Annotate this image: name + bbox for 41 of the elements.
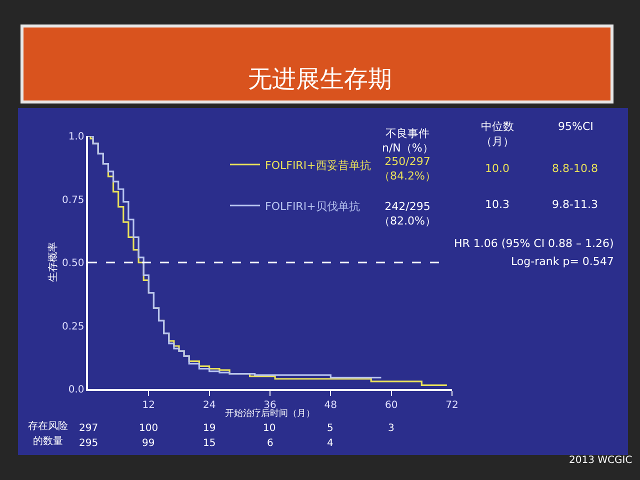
annotation: 不良事件 n/N（%） — [382, 127, 434, 154]
x-tick-label: 72 — [446, 400, 458, 411]
legend-label: FOLFIRI+西妥昔单抗 — [265, 158, 371, 172]
x-tick-label: 12 — [142, 400, 156, 411]
text: 19 — [203, 423, 216, 434]
text: 中位数 — [481, 120, 514, 133]
text: （月） — [481, 135, 514, 148]
text: 8.8-10.8 — [552, 162, 598, 175]
x-tick-label: 48 — [324, 400, 338, 411]
y-tick-label: 0.50 — [62, 258, 84, 269]
text: HR 1.06 (95% CI 0.88 – 1.26) — [454, 237, 614, 250]
text: 10.0 — [485, 162, 510, 175]
legend-label: FOLFIRI+贝伐单抗 — [265, 200, 360, 213]
text: 的数量 — [33, 436, 63, 447]
text: 10.3 — [485, 198, 510, 211]
y-tick-label: 0.75 — [62, 194, 84, 206]
x-tick-label: 24 — [202, 400, 216, 411]
text: 9.8-11.3 — [552, 198, 598, 211]
text: 2013 WCGIC — [569, 455, 632, 466]
chart-title: 无进展生存期 — [248, 65, 392, 93]
text: 3 — [388, 423, 394, 434]
text: 100 — [139, 423, 158, 434]
x-axis-title: 开始治疗后时间（月） — [225, 408, 315, 419]
text: 15 — [203, 438, 216, 449]
y-tick-label: 1.0 — [68, 132, 84, 142]
x-tick-label: 60 — [384, 400, 398, 411]
text: 99 — [142, 438, 155, 449]
text: 4 — [327, 438, 334, 449]
text: 5 — [327, 423, 334, 434]
text: 295 — [79, 438, 98, 449]
y-tick-label: 0.0 — [68, 384, 84, 396]
text: 6 — [267, 438, 274, 449]
y-axis-title: 生存概率 — [47, 242, 59, 282]
text: Log-rank p= 0.547 — [511, 255, 614, 268]
text: 297 — [79, 423, 98, 434]
text: 存在风险 — [28, 420, 68, 432]
annotation: 242/295 （82.0%） — [379, 200, 436, 228]
y-tick-label: 0.25 — [62, 321, 84, 332]
text: 95%CI — [558, 120, 594, 133]
annotation: 250/297 （84.2%） — [379, 155, 436, 182]
text: 10 — [263, 423, 276, 434]
